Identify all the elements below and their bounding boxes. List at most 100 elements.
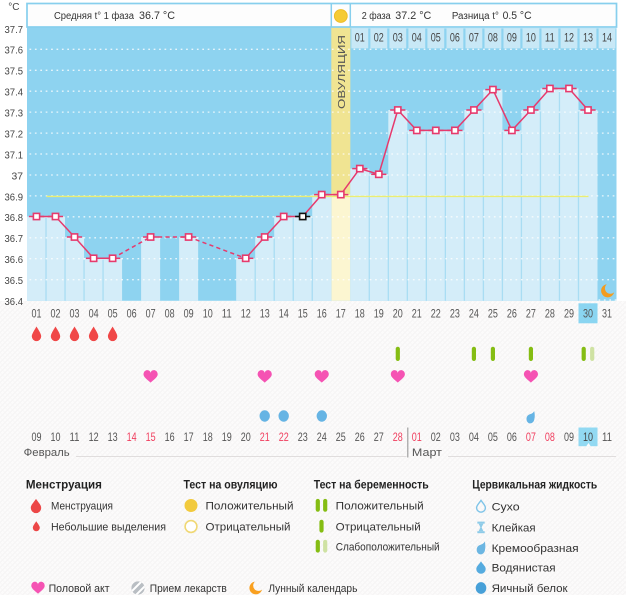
svg-text:10: 10	[583, 432, 593, 444]
svg-text:01: 01	[32, 309, 42, 321]
svg-text:Кремообразная: Кремообразная	[492, 543, 579, 555]
svg-text:2 фаза: 2 фаза	[362, 10, 391, 22]
svg-text:Менструация: Менструация	[26, 480, 102, 492]
svg-text:12: 12	[564, 33, 574, 45]
svg-text:02: 02	[431, 432, 441, 444]
svg-text:22: 22	[279, 432, 289, 444]
svg-text:07: 07	[146, 309, 156, 321]
svg-text:36.6: 36.6	[5, 255, 24, 266]
svg-text:Небольшие выделения: Небольшие выделения	[51, 522, 166, 534]
svg-text:Сухо: Сухо	[492, 501, 520, 513]
svg-text:36.4: 36.4	[5, 297, 24, 308]
svg-text:Положительный: Положительный	[206, 501, 294, 513]
svg-text:31: 31	[602, 309, 612, 321]
svg-text:Клейкая: Клейкая	[492, 523, 536, 535]
svg-text:36.5: 36.5	[5, 276, 24, 287]
svg-text:14: 14	[127, 432, 137, 444]
svg-text:Менструация: Менструация	[51, 501, 113, 513]
svg-text:12: 12	[89, 432, 99, 444]
svg-text:Половой акт: Половой акт	[49, 583, 110, 595]
svg-text:09: 09	[564, 432, 574, 444]
svg-text:03: 03	[450, 432, 460, 444]
svg-text:Яичный белок: Яичный белок	[492, 583, 568, 595]
svg-text:06: 06	[507, 432, 517, 444]
svg-text:14: 14	[602, 33, 612, 45]
svg-text:11: 11	[602, 432, 612, 444]
svg-text:12: 12	[241, 309, 251, 321]
svg-text:20: 20	[241, 432, 251, 444]
svg-text:28: 28	[545, 309, 555, 321]
svg-text:29: 29	[564, 309, 574, 321]
svg-text:Водянистая: Водянистая	[492, 563, 556, 575]
svg-text:36.7: 36.7	[5, 234, 24, 245]
svg-text:05: 05	[108, 309, 118, 321]
svg-text:19: 19	[374, 309, 384, 321]
svg-text:37.3: 37.3	[5, 109, 24, 120]
svg-text:Прием лекарств: Прием лекарств	[150, 583, 227, 595]
svg-text:09: 09	[507, 33, 517, 45]
svg-text:08: 08	[545, 432, 555, 444]
svg-text:Разница t°: Разница t°	[452, 11, 499, 22]
svg-text:ОВУЛЯЦИЯ: ОВУЛЯЦИЯ	[336, 35, 348, 109]
svg-text:11: 11	[222, 309, 232, 321]
svg-text:25: 25	[336, 432, 346, 444]
svg-text:Отрицательный: Отрицательный	[206, 522, 291, 534]
svg-text:18: 18	[355, 309, 365, 321]
svg-text:28: 28	[393, 432, 403, 444]
svg-text:25: 25	[488, 309, 498, 321]
svg-text:Март: Март	[412, 447, 442, 459]
svg-text:36.7 °C: 36.7 °C	[139, 10, 175, 22]
svg-text:07: 07	[526, 432, 536, 444]
svg-text:26: 26	[355, 432, 365, 444]
svg-text:02: 02	[51, 309, 61, 321]
svg-text:15: 15	[146, 432, 156, 444]
svg-text:Тест на овуляцию: Тест на овуляцию	[184, 480, 278, 492]
svg-text:0.5 °C: 0.5 °C	[503, 10, 532, 22]
svg-text:08: 08	[165, 309, 175, 321]
svg-text:04: 04	[469, 432, 479, 444]
svg-text:09: 09	[32, 432, 42, 444]
svg-text:13: 13	[583, 33, 593, 45]
svg-text:04: 04	[89, 309, 99, 321]
svg-text:05: 05	[431, 33, 441, 45]
svg-text:16: 16	[165, 432, 175, 444]
svg-text:Цервикальная жидкость: Цервикальная жидкость	[472, 480, 597, 492]
svg-text:24: 24	[317, 432, 327, 444]
svg-text:23: 23	[298, 432, 308, 444]
svg-text:01: 01	[355, 33, 365, 45]
svg-text:37.7: 37.7	[5, 25, 24, 36]
svg-text:08: 08	[488, 33, 498, 45]
svg-text:Тест на беременность: Тест на беременность	[314, 480, 429, 492]
svg-text:02: 02	[374, 33, 384, 45]
svg-text:Средняя t° 1 фаза: Средняя t° 1 фаза	[54, 10, 134, 22]
svg-text:27: 27	[526, 309, 536, 321]
svg-text:37.4: 37.4	[5, 88, 24, 99]
svg-text:Положительный: Положительный	[336, 501, 424, 513]
svg-text:20: 20	[393, 309, 403, 321]
svg-text:14: 14	[279, 309, 289, 321]
svg-text:°C: °C	[8, 2, 19, 13]
svg-text:37: 37	[12, 171, 24, 182]
svg-text:Лунный календарь: Лунный календарь	[268, 583, 357, 595]
svg-text:37.2 °C: 37.2 °C	[395, 10, 431, 22]
svg-text:04: 04	[412, 33, 422, 45]
svg-text:Февраль: Февраль	[24, 447, 70, 459]
svg-text:01: 01	[412, 432, 422, 444]
svg-text:03: 03	[70, 309, 80, 321]
svg-text:11: 11	[545, 33, 555, 45]
svg-text:17: 17	[336, 309, 346, 321]
svg-text:30: 30	[583, 309, 593, 321]
svg-text:21: 21	[412, 309, 422, 321]
svg-text:07: 07	[469, 33, 479, 45]
svg-text:16: 16	[317, 309, 327, 321]
svg-text:13: 13	[260, 309, 270, 321]
svg-text:18: 18	[203, 432, 213, 444]
svg-text:Слабоположительный: Слабоположительный	[336, 541, 440, 553]
svg-text:13: 13	[108, 432, 118, 444]
svg-text:26: 26	[507, 309, 517, 321]
svg-text:37.1: 37.1	[5, 150, 24, 161]
svg-text:15: 15	[298, 309, 308, 321]
svg-text:19: 19	[222, 432, 232, 444]
svg-text:37.5: 37.5	[5, 67, 24, 78]
svg-text:10: 10	[526, 33, 536, 45]
